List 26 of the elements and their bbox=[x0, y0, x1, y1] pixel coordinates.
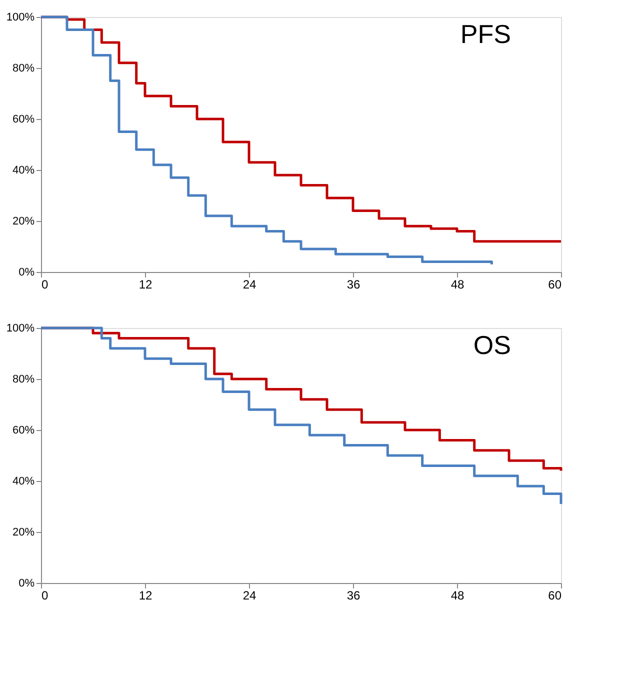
y-tick-label: 60% bbox=[12, 114, 35, 126]
y-tick-label: 0% bbox=[18, 578, 35, 590]
x-tick-label: 0 bbox=[42, 278, 48, 292]
x-tick-label: 48 bbox=[450, 588, 464, 602]
x-tick-label: 12 bbox=[138, 278, 152, 292]
y-tick-label: 100% bbox=[6, 12, 35, 24]
x-tick-label: 36 bbox=[346, 278, 360, 292]
y-tick-label: 20% bbox=[12, 216, 35, 228]
x-tick-label: 48 bbox=[450, 278, 464, 292]
x-tick-label: 60 bbox=[548, 278, 562, 292]
x-tick-label: 36 bbox=[346, 588, 360, 602]
y-tick-label: 100% bbox=[6, 322, 35, 334]
x-tick-label: 12 bbox=[138, 588, 152, 602]
chart-title: PFS bbox=[460, 19, 511, 49]
y-tick-label: 0% bbox=[18, 266, 35, 278]
y-tick-label: 80% bbox=[12, 374, 35, 386]
y-tick-label: 20% bbox=[12, 526, 35, 538]
y-tick-label: 40% bbox=[12, 476, 35, 488]
x-tick-label: 24 bbox=[242, 588, 256, 602]
x-tick-label: 0 bbox=[42, 588, 48, 602]
y-tick-label: 80% bbox=[12, 62, 35, 74]
x-tick-label: 60 bbox=[548, 588, 562, 602]
chart-title: OS bbox=[473, 330, 511, 360]
x-tick-label: 24 bbox=[242, 278, 256, 292]
y-tick-label: 60% bbox=[12, 424, 35, 436]
y-tick-label: 40% bbox=[12, 164, 35, 176]
